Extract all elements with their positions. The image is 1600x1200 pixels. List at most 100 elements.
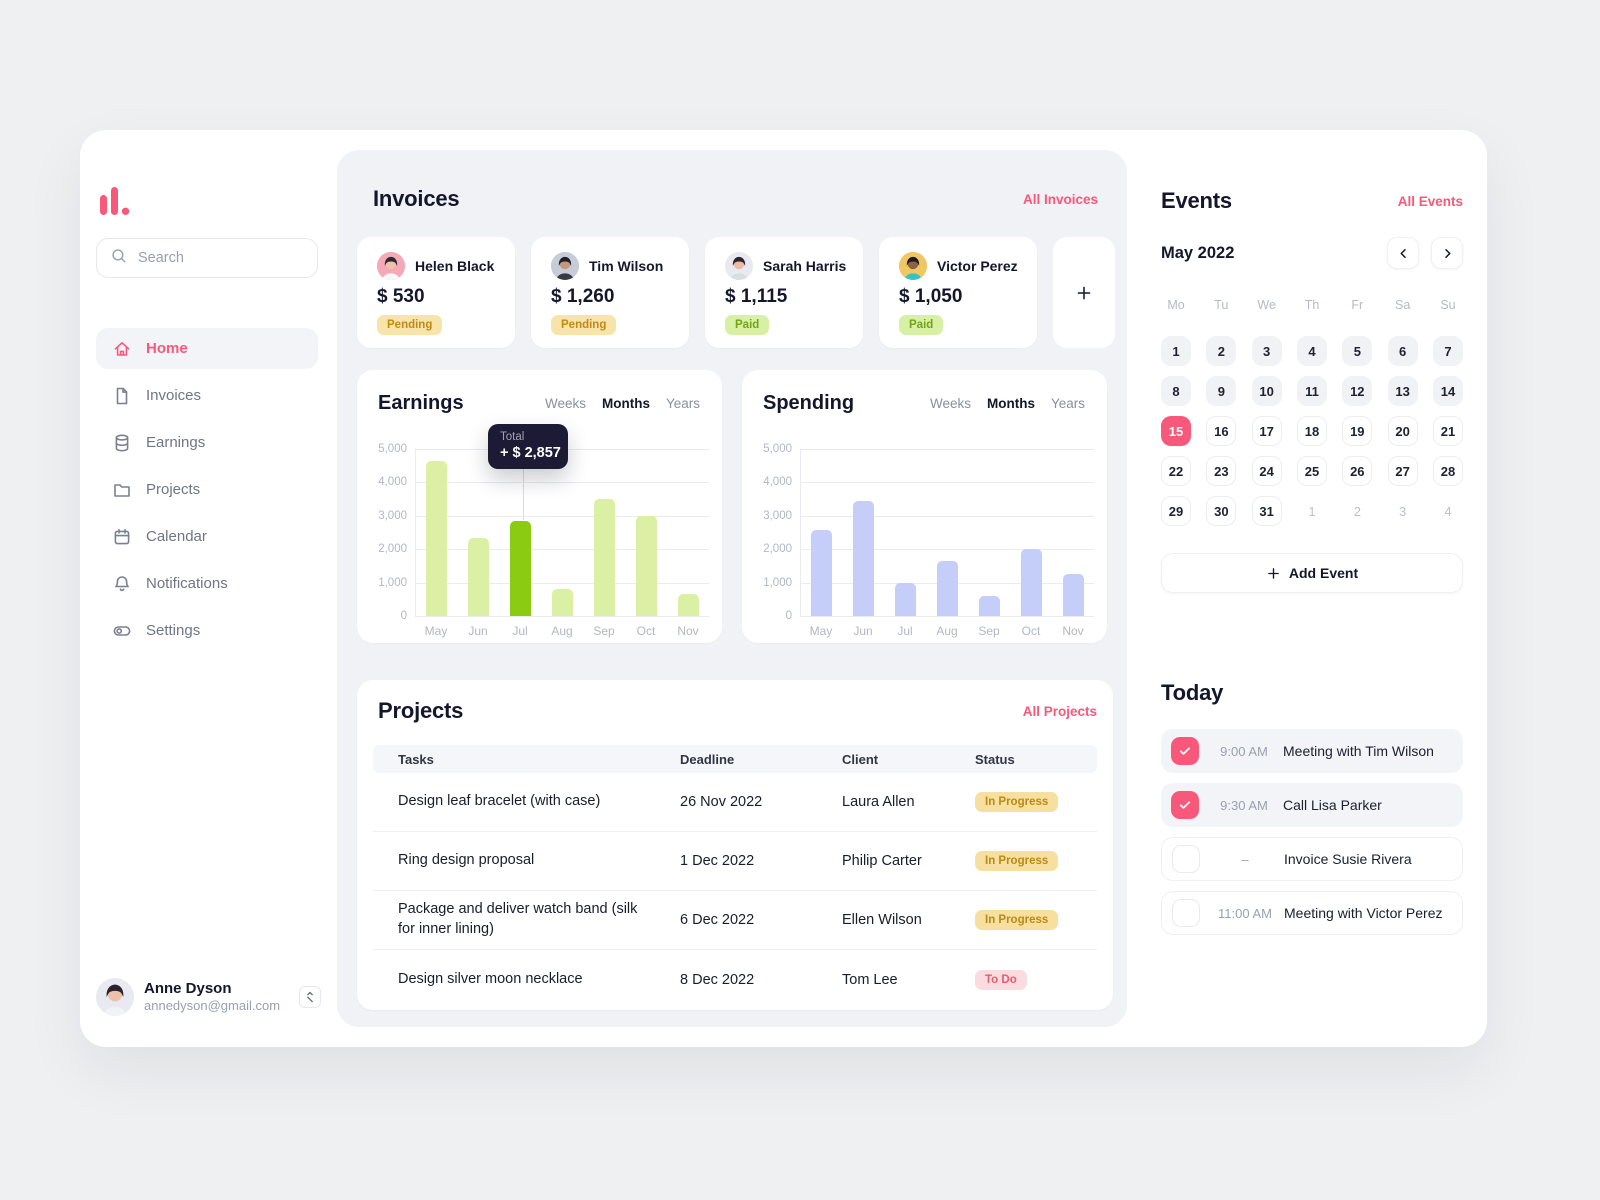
sidebar-item-calendar[interactable]: Calendar bbox=[96, 516, 318, 557]
all-invoices-link[interactable]: All Invoices bbox=[1022, 191, 1098, 207]
sidebar-item-label: Projects bbox=[146, 481, 201, 498]
event-checkbox[interactable] bbox=[1172, 899, 1200, 927]
calendar-day-28[interactable]: 28 bbox=[1432, 456, 1463, 486]
calendar-day-22[interactable]: 22 bbox=[1161, 456, 1191, 486]
sidebar-item-projects[interactable]: Projects bbox=[96, 469, 318, 510]
spending-bar-oct[interactable] bbox=[1020, 549, 1042, 616]
event-checkbox[interactable] bbox=[1171, 737, 1199, 765]
calendar-day-25[interactable]: 25 bbox=[1296, 456, 1327, 486]
calendar-day-12[interactable]: 12 bbox=[1342, 376, 1373, 406]
calendar-day-19[interactable]: 19 bbox=[1342, 416, 1373, 446]
table-row[interactable]: Package and deliver watch band (silk for… bbox=[373, 891, 1097, 950]
invoice-card[interactable]: Sarah Harris $ 1,115 Paid bbox=[705, 237, 863, 348]
event-checkbox[interactable] bbox=[1171, 791, 1199, 819]
calendar-day-5[interactable]: 5 bbox=[1342, 336, 1373, 366]
invoice-card[interactable]: Victor Perez $ 1,050 Paid bbox=[879, 237, 1037, 348]
earnings-bar-jun[interactable] bbox=[467, 537, 489, 616]
all-projects-link[interactable]: All Projects bbox=[1022, 703, 1097, 719]
sidebar-item-settings[interactable]: Settings bbox=[96, 610, 318, 651]
calendar-weekday-row: Mo Tu We Th Fr Sa Su bbox=[1161, 298, 1463, 312]
earnings-bar-oct[interactable] bbox=[635, 515, 657, 616]
calendar-day-4[interactable]: 4 bbox=[1296, 336, 1327, 366]
all-events-link[interactable]: All Events bbox=[1397, 193, 1463, 209]
spending-bar-aug[interactable] bbox=[936, 560, 958, 616]
calendar-day-9[interactable]: 9 bbox=[1206, 376, 1237, 406]
spending-bar-nov[interactable] bbox=[1062, 574, 1084, 617]
calendar-day-4[interactable]: 4 bbox=[1444, 503, 1452, 519]
calendar-day-21[interactable]: 21 bbox=[1432, 416, 1463, 446]
calendar-day-15-selected[interactable]: 15 bbox=[1161, 416, 1191, 446]
profile-selector-button[interactable] bbox=[299, 986, 321, 1008]
spending-toggle-weeks[interactable]: Weeks bbox=[929, 396, 971, 411]
calendar-day-8[interactable]: 8 bbox=[1161, 376, 1191, 406]
earnings-toggle-years[interactable]: Years bbox=[665, 396, 700, 411]
table-row[interactable]: Design leaf bracelet (with case) 26 Nov 2… bbox=[373, 773, 1097, 832]
calendar-prev-button[interactable] bbox=[1387, 237, 1419, 269]
table-row[interactable]: Design silver moon necklace 8 Dec 2022 Tom… bbox=[373, 950, 1097, 1009]
calendar-day-29[interactable]: 29 bbox=[1161, 496, 1191, 526]
search-input[interactable] bbox=[138, 250, 304, 266]
calendar-day-24[interactable]: 24 bbox=[1251, 456, 1282, 486]
spending-toggle-years[interactable]: Years bbox=[1050, 396, 1085, 411]
calendar-day-17[interactable]: 17 bbox=[1251, 416, 1282, 446]
calendar-day-16[interactable]: 16 bbox=[1206, 416, 1237, 446]
invoice-card[interactable]: Helen Black $ 530 Pending bbox=[357, 237, 515, 348]
today-event-row[interactable]: 11:00 AM Meeting with Victor Perez bbox=[1161, 891, 1463, 935]
table-row[interactable]: Ring design proposal 1 Dec 2022 Philip Car… bbox=[373, 832, 1097, 891]
calendar-day-30[interactable]: 30 bbox=[1206, 496, 1237, 526]
calendar-day-11[interactable]: 11 bbox=[1296, 376, 1327, 406]
spending-bar-may[interactable] bbox=[810, 530, 832, 616]
x-axis-label: Oct bbox=[1021, 624, 1041, 638]
calendar-day-10[interactable]: 10 bbox=[1251, 376, 1282, 406]
calendar-day-3[interactable]: 3 bbox=[1251, 336, 1282, 366]
column-header: Tasks bbox=[398, 751, 434, 767]
earnings-bar-nov[interactable] bbox=[677, 594, 699, 616]
add-event-button[interactable]: Add Event bbox=[1161, 553, 1463, 593]
calendar-next-button[interactable] bbox=[1431, 237, 1463, 269]
calendar-day-1[interactable]: 1 bbox=[1161, 336, 1191, 366]
calendar-day-7[interactable]: 7 bbox=[1432, 336, 1463, 366]
today-event-row[interactable]: – Invoice Susie Rivera bbox=[1161, 837, 1463, 881]
calendar-day-2[interactable]: 2 bbox=[1353, 503, 1361, 519]
calendar-day-3[interactable]: 3 bbox=[1399, 503, 1407, 519]
calendar-day-1[interactable]: 1 bbox=[1308, 503, 1316, 519]
sidebar-item-earnings[interactable]: Earnings bbox=[96, 422, 318, 463]
calendar-day-20[interactable]: 20 bbox=[1387, 416, 1418, 446]
profile-section[interactable]: Anne Dyson annedyson@gmail.com bbox=[96, 977, 321, 1017]
earnings-bar-may[interactable] bbox=[425, 460, 447, 616]
today-event-row[interactable]: 9:30 AM Call Lisa Parker bbox=[1161, 783, 1463, 827]
search-box[interactable] bbox=[96, 238, 318, 278]
earnings-bar-sep[interactable] bbox=[593, 499, 615, 616]
sidebar-item-label: Home bbox=[146, 340, 188, 357]
x-axis-label: Aug bbox=[551, 624, 573, 638]
sidebar-item-home[interactable]: Home bbox=[96, 328, 318, 369]
calendar-day-13[interactable]: 13 bbox=[1387, 376, 1418, 406]
earnings-toggle-weeks[interactable]: Weeks bbox=[544, 396, 586, 411]
calendar-day-6[interactable]: 6 bbox=[1387, 336, 1418, 366]
spending-bar-jul[interactable] bbox=[894, 582, 916, 616]
calendar-day-26[interactable]: 26 bbox=[1342, 456, 1373, 486]
sidebar-item-label: Calendar bbox=[146, 528, 207, 545]
y-axis-tick: 2,000 bbox=[378, 543, 407, 556]
spending-bar-sep[interactable] bbox=[978, 596, 1000, 616]
calendar-day-18[interactable]: 18 bbox=[1296, 416, 1327, 446]
sidebar-item-invoices[interactable]: Invoices bbox=[96, 375, 318, 416]
invoice-client-name: Helen Black bbox=[415, 258, 495, 274]
today-event-row[interactable]: 9:00 AM Meeting with Tim Wilson bbox=[1161, 729, 1463, 773]
event-checkbox[interactable] bbox=[1172, 845, 1200, 873]
earnings-toggle-months[interactable]: Months bbox=[601, 396, 650, 411]
spending-toggle-months[interactable]: Months bbox=[986, 396, 1035, 411]
earnings-bar-aug[interactable] bbox=[551, 589, 573, 616]
calendar-day-27[interactable]: 27 bbox=[1387, 456, 1418, 486]
invoice-card[interactable]: Tim Wilson $ 1,260 Pending bbox=[531, 237, 689, 348]
calendar-day-14[interactable]: 14 bbox=[1432, 376, 1463, 406]
spending-bar-jun[interactable] bbox=[852, 500, 874, 616]
add-invoice-card[interactable] bbox=[1053, 237, 1115, 348]
calendar-day-31[interactable]: 31 bbox=[1251, 496, 1282, 526]
spending-range-toggle: Weeks Months Years bbox=[930, 396, 1085, 411]
calendar-day-23[interactable]: 23 bbox=[1206, 456, 1237, 486]
calendar-day-2[interactable]: 2 bbox=[1206, 336, 1237, 366]
earnings-bar-jul[interactable] bbox=[509, 520, 531, 616]
sidebar-item-notifications[interactable]: Notifications bbox=[96, 563, 318, 604]
gridline bbox=[415, 482, 709, 484]
